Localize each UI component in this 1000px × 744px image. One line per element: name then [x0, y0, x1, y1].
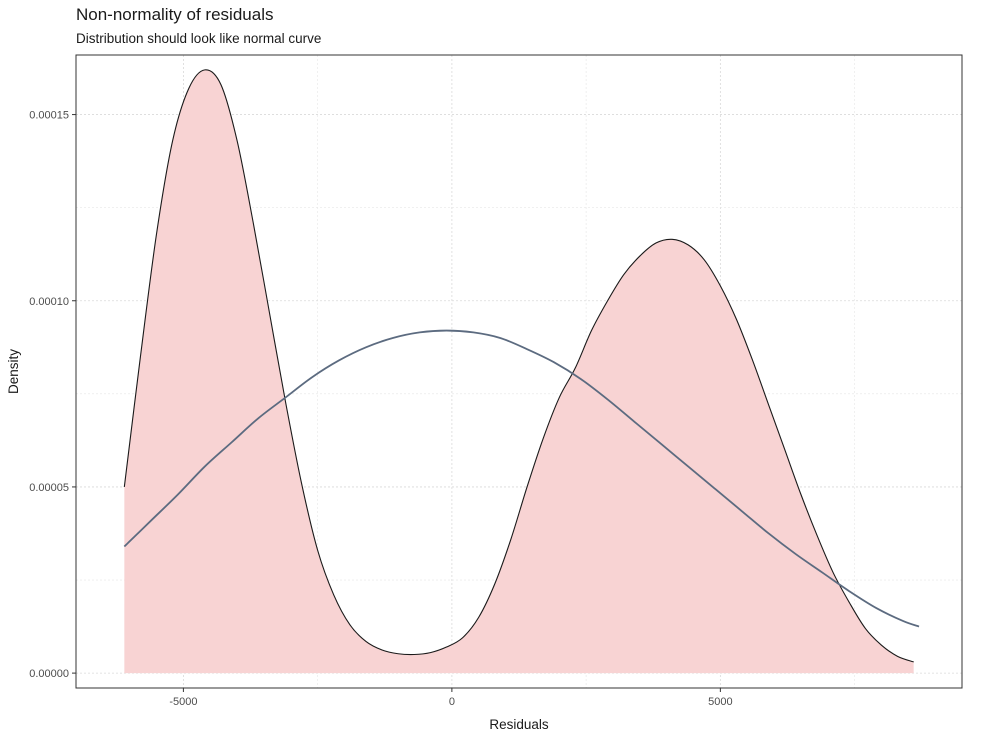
- y-tick-label: 0.00015: [29, 110, 69, 122]
- axis-layer: -5000 0 5000 0.00000 0.00005 0.00010 0.00015: [29, 110, 732, 708]
- y-tick-label: 0.00005: [29, 482, 69, 494]
- y-axis-title: Density: [6, 349, 21, 394]
- y-tick-label: 0.00000: [29, 668, 69, 680]
- panel-border: [75, 54, 963, 689]
- chart-title: Non-normality of residuals: [76, 5, 274, 24]
- x-axis-title: Residuals: [489, 717, 549, 732]
- x-tick-label: 5000: [708, 696, 732, 708]
- chart-subtitle: Distribution should look like normal cur…: [76, 31, 322, 46]
- density-area-fill: [124, 69, 914, 674]
- normal-curve-line: [123, 329, 920, 628]
- density-curve-line: [123, 69, 914, 663]
- series-layer: [123, 69, 920, 674]
- x-tick-label: 0: [449, 696, 455, 708]
- x-tick-label: -5000: [169, 696, 197, 708]
- y-tick-label: 0.00010: [29, 296, 69, 308]
